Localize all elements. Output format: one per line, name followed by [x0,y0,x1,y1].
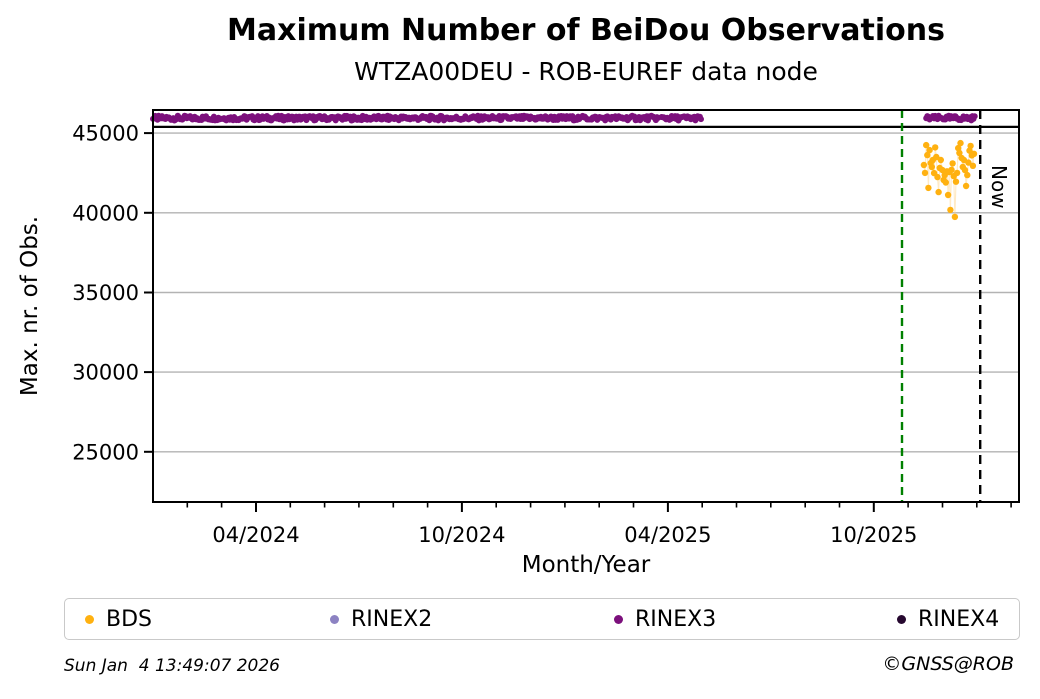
y-axis-label: Max. nr. of Obs. [17,215,43,397]
legend-item-bds: BDS [85,599,152,639]
x-tick-label: 10/2024 [418,523,505,547]
x-axis-label: Month/Year [521,552,651,578]
chart-title: Maximum Number of BeiDou Observations [227,13,945,48]
rinex3-series [150,112,978,124]
rinex3-marker-icon [614,614,623,624]
rinex2-marker-icon [330,614,339,624]
legend-label-bds: BDS [106,606,152,632]
chart-subtitle: WTZA00DEU - ROB-EUREF data node [354,57,818,86]
y-tick-label: 25000 [72,440,139,464]
x-tick-label: 10/2025 [830,523,917,547]
legend-label-rinex3: RINEX3 [635,606,717,632]
axis-ticks: 04/2024 10/2024 04/2025 10/2025 45000 40000 35… [72,122,1012,547]
bds-series [920,139,978,221]
plot-frame [152,109,1020,503]
legend-item-rinex3: RINEX3 [614,599,716,639]
y-tick-label: 30000 [72,361,139,385]
legend-label-rinex4: RINEX4 [918,606,1000,632]
gridlines [153,132,1019,453]
x-tick-label: 04/2024 [212,523,299,547]
footer-credit: ©GNSS@ROB [882,653,1014,675]
x-tick-label: 04/2025 [624,523,711,547]
now-line-label: Now [987,165,1011,209]
legend-label-rinex2: RINEX2 [351,606,433,632]
y-tick-label: 35000 [72,281,139,305]
rinex4-marker-icon [897,614,906,624]
legend: BDS RINEX2 RINEX3 RINEX4 [64,598,1020,640]
y-tick-label: 45000 [72,122,139,146]
bds-marker-icon [85,614,94,624]
legend-item-rinex4: RINEX4 [897,599,999,639]
footer-timestamp: Sun Jan 4 13:49:07 2026 [64,656,280,676]
legend-item-rinex2: RINEX2 [330,599,432,639]
y-tick-label: 40000 [72,201,139,225]
